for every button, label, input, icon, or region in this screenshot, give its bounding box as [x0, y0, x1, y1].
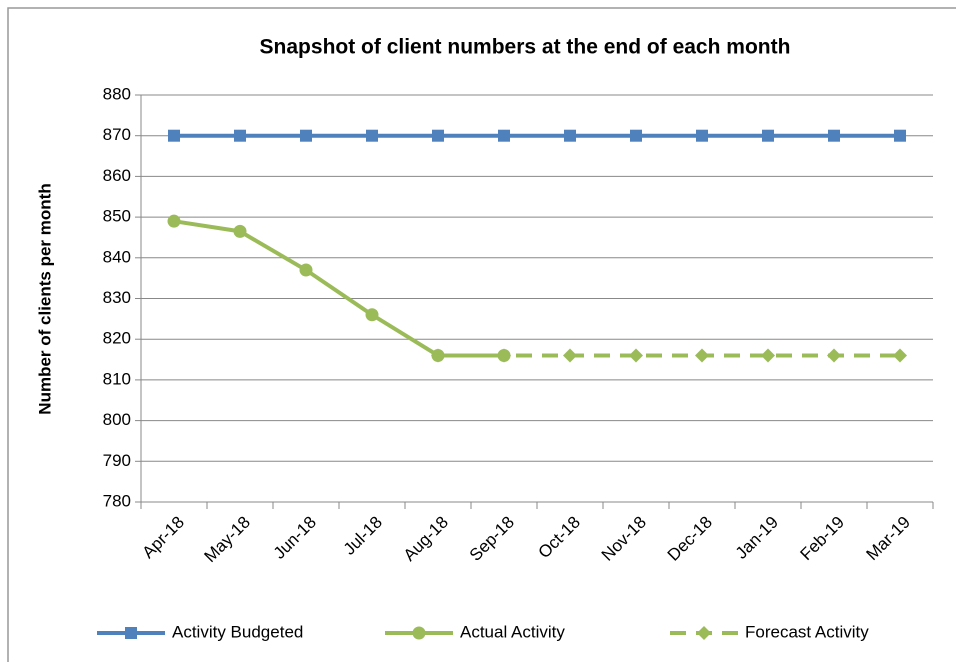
series-marker — [695, 348, 709, 363]
series-marker — [168, 129, 180, 142]
series-marker — [696, 129, 708, 142]
series-marker — [365, 308, 379, 322]
x-tick-label: Oct-18 — [534, 513, 584, 563]
series-marker — [167, 214, 181, 228]
series-marker — [432, 129, 444, 142]
chart-frame — [7, 7, 956, 662]
chart-title: Snapshot of client numbers at the end of… — [260, 36, 791, 59]
x-tick-label: Jun-18 — [270, 513, 320, 563]
y-tick-label: 870 — [103, 125, 131, 144]
series-marker — [233, 224, 247, 238]
series-marker — [300, 129, 312, 142]
x-tick-label: Sep-18 — [466, 513, 518, 565]
series-marker — [893, 348, 907, 363]
x-tick-label: Apr-18 — [138, 513, 188, 563]
series-marker — [497, 348, 511, 363]
legend-label: Forecast Activity — [745, 622, 869, 641]
x-tick-label: Dec-18 — [664, 513, 716, 565]
series-marker — [762, 129, 774, 142]
y-tick-label: 820 — [103, 329, 131, 348]
series-marker — [299, 263, 313, 277]
x-tick-label: Mar-19 — [862, 513, 914, 565]
x-tick-label: May-18 — [200, 513, 254, 567]
y-tick-label: 860 — [103, 166, 131, 185]
series-marker — [827, 348, 841, 363]
legend-label: Actual Activity — [460, 622, 565, 641]
y-tick-label: 790 — [103, 451, 131, 470]
series-line — [173, 219, 504, 358]
legend-marker — [697, 626, 711, 640]
y-axis-label: Number of clients per month — [35, 183, 54, 414]
series-marker — [563, 348, 577, 363]
y-tick-label: 850 — [103, 207, 131, 226]
legend-label: Activity Budgeted — [172, 622, 303, 641]
series-marker — [564, 129, 576, 142]
series-marker — [431, 348, 445, 363]
y-tick-label: 810 — [103, 369, 131, 388]
x-tick-label: Feb-19 — [796, 513, 848, 565]
y-tick-label: 800 — [103, 410, 131, 429]
legend-marker — [412, 626, 426, 640]
x-tick-label: Jan-19 — [732, 513, 782, 563]
series-marker — [366, 129, 378, 142]
x-tick-label: Aug-18 — [400, 513, 452, 565]
y-tick-label: 830 — [103, 288, 131, 307]
series-marker — [630, 129, 642, 142]
series-marker — [234, 129, 246, 142]
series-marker — [498, 129, 510, 142]
x-tick-label: Jul-18 — [340, 513, 386, 559]
series-marker — [894, 129, 906, 142]
y-tick-label: 840 — [103, 247, 131, 266]
x-tick-label: Nov-18 — [598, 513, 650, 565]
series-marker — [629, 348, 643, 363]
series-marker — [761, 348, 775, 363]
series-marker — [828, 129, 840, 142]
legend-marker — [125, 627, 137, 639]
y-tick-label: 780 — [103, 491, 131, 510]
y-tick-label: 880 — [103, 84, 131, 103]
